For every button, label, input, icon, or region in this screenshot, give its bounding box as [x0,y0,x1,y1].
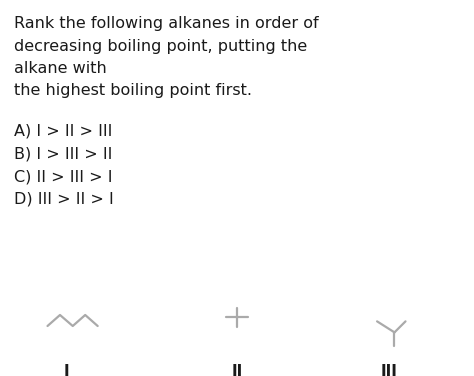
Text: III: III [380,364,397,376]
Text: B) I > III > II: B) I > III > II [14,147,112,162]
Text: II: II [231,364,243,376]
Text: the highest boiling point first.: the highest boiling point first. [14,83,252,99]
Text: C) II > III > I: C) II > III > I [14,169,112,184]
Text: D) III > II > I: D) III > II > I [14,191,114,206]
Text: I: I [64,364,69,376]
Text: Rank the following alkanes in order of: Rank the following alkanes in order of [14,16,319,31]
Text: A) I > II > III: A) I > II > III [14,124,112,139]
Text: alkane with: alkane with [14,61,107,76]
Text: decreasing boiling point, putting the: decreasing boiling point, putting the [14,38,307,53]
